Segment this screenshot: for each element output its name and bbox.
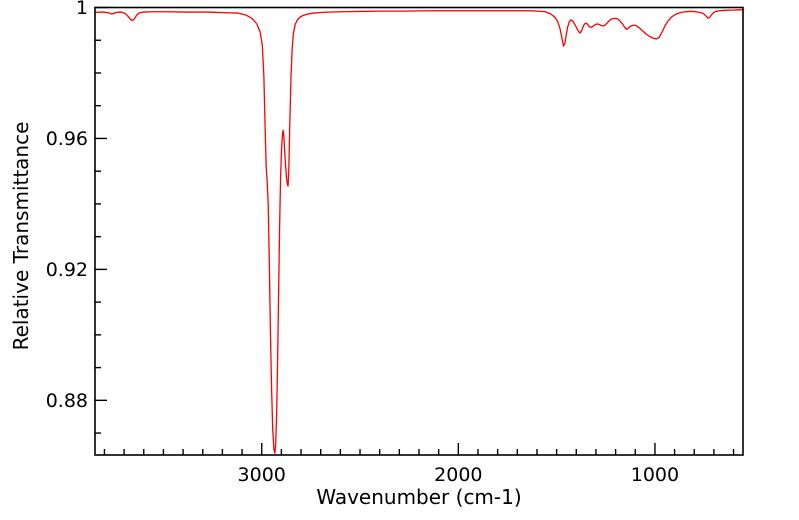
plot-border: [94, 6, 744, 456]
y-tick-label: 0.88: [46, 390, 88, 412]
x-tick-label: 3000: [238, 464, 286, 486]
spectrum-series: [94, 9, 744, 455]
spectrum-line: [94, 9, 744, 455]
x-axis-label: Wavenumber (cm-1): [316, 485, 521, 509]
y-tick-label: 1: [76, 0, 88, 19]
x-tick-label: 1000: [631, 464, 679, 486]
y-tick-label: 0.92: [46, 259, 88, 281]
axis-ticks: [95, 6, 735, 455]
axis-tick-labels: 3000 2000 1000 1 0.96 0.92 0.88: [46, 0, 679, 486]
y-tick-label: 0.96: [46, 128, 88, 150]
x-tick-label: 2000: [434, 464, 482, 486]
y-axis-label: Relative Transmittance: [9, 122, 33, 351]
